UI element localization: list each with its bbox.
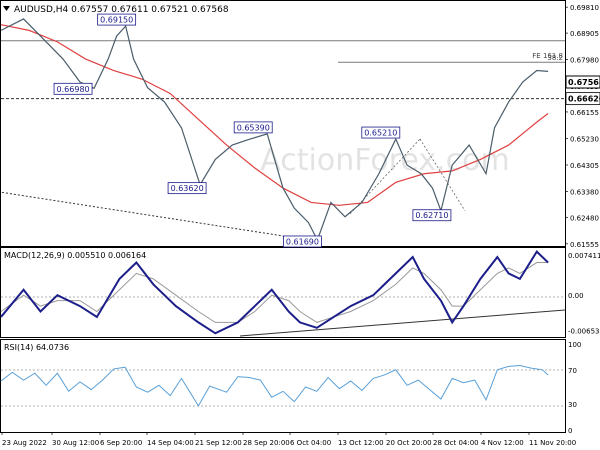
time-tick-label: 20 Oct 20:00 (386, 439, 432, 447)
trend-lines (1, 138, 466, 239)
time-tick-label: 6 Sep 20:00 (100, 439, 142, 447)
price-tick-label: 0.68905 (570, 30, 599, 38)
macd-tick-label: 0.00 (568, 292, 584, 300)
price-tick-label: 0.64305 (570, 162, 599, 170)
macd-main-line (0, 250, 549, 335)
time-tick-label: 11 Nov 20:00 (529, 439, 576, 447)
time-tick-label: 13 Oct 12:00 (338, 439, 384, 447)
projection-line (349, 138, 421, 215)
price-series-line (0, 18, 549, 242)
rsi-tick-label: 100 (568, 341, 581, 349)
annotation-label: 0.63620 (171, 184, 204, 193)
price-tick-label: 0.67980 (570, 57, 599, 65)
long-trend-line (1, 191, 299, 239)
macd-label: MACD(12,26,9) 0.005510 0.006164 (4, 251, 146, 260)
price-panel-frame (0, 0, 566, 247)
rsi-panel-frame (0, 339, 566, 433)
rsi-tick-label: 0 (568, 427, 572, 435)
annotation-box (412, 209, 452, 222)
time-tick-label: 28 Sep 20:00 (243, 439, 290, 447)
macd-trend-line (239, 309, 566, 337)
annotation-label: 0.69150 (100, 16, 133, 25)
time-tick-label: 21 Sep 12:00 (195, 439, 242, 447)
macd-panel-frame (0, 247, 566, 338)
rsi-tick-label: 30 (568, 401, 577, 409)
macd-axis-ticks: 0.007411 0.00 -0.006532 (568, 252, 600, 336)
reference-lines: 0.66620 38.2 (1, 40, 600, 106)
rsi-tick-label: 70 (568, 367, 577, 375)
current-price-label: 0.67568 (568, 78, 600, 87)
header-label: AUDUSD,H4 0.67557 0.67611 0.67521 0.6756… (14, 5, 229, 15)
annotation-box (361, 126, 401, 139)
annotation-box (97, 13, 137, 26)
fe-label: FE 161.8 (532, 52, 563, 60)
macd-tick-label: 0.007411 (568, 252, 600, 260)
time-tick-label: 4 Nov 12:00 (481, 439, 524, 447)
time-tick-label: 28 Oct 04:00 (433, 439, 479, 447)
rsi-line (0, 364, 549, 407)
time-tick-label: 30 Aug 12:00 (52, 439, 99, 447)
current-price-tag: 0.67568 (565, 75, 600, 89)
rsi-label: RSI(14) 64.0736 (4, 343, 69, 352)
price-tick-label: 0.65230 (570, 135, 599, 143)
rsi-axis-ticks: 100 70 30 0 (568, 341, 581, 435)
price-tick-label: 0.62480 (570, 214, 599, 222)
annotation-label: 0.66980 (57, 85, 90, 94)
annotation-box (283, 235, 322, 248)
annotation-box (233, 121, 273, 134)
time-tick-label: 6 Oct 04:00 (290, 439, 331, 447)
time-tick-label: 23 Aug 2022 (2, 439, 47, 447)
annotation-label: 0.62710 (415, 211, 448, 220)
fib-level-label: 38.2 (547, 54, 563, 62)
annotation-box (167, 182, 207, 195)
level-tag-box (565, 92, 600, 106)
price-tick-label: 0.61555 (570, 241, 599, 249)
annotation-label: 0.65390 (237, 123, 270, 132)
time-tick-label: 14 Sep 04:00 (147, 439, 194, 447)
swing-annotations: 0.69150 0.66980 0.65390 0.63620 0.65210 0.627… (53, 13, 452, 248)
symbol-dropdown-icon[interactable] (3, 6, 10, 11)
macd-tick-label: -0.006532 (568, 328, 600, 336)
annotation-label: 0.61690 (286, 237, 319, 246)
price-tick-label: 0.66155 (570, 109, 599, 117)
price-tick-label: 0.63380 (570, 189, 599, 197)
annotation-box (53, 82, 93, 95)
time-axis: 23 Aug 2022 30 Aug 12:00 6 Sep 20:00 14 Sep… (1, 432, 576, 447)
annotation-label: 0.65210 (364, 129, 397, 138)
level-tag-label: 0.66620 (568, 95, 600, 104)
price-tick-label: 0.69810 (570, 4, 599, 12)
